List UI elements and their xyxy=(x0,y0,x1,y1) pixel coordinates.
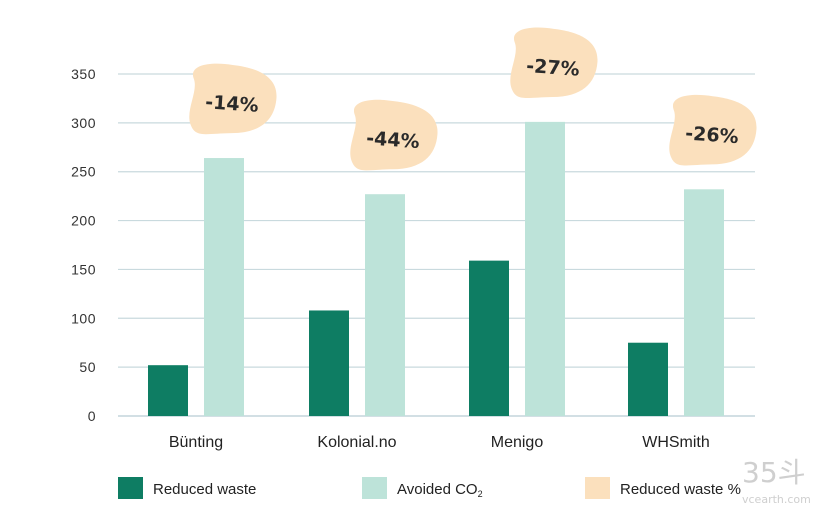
watermark: 35斗 vcearth.com xyxy=(742,456,811,506)
x-category-label: Menigo xyxy=(491,434,544,451)
y-axis-ticks: 0 50 100 150 200 250 300 350 xyxy=(71,66,96,424)
legend: Reduced waste Avoided CO2 Reduced waste … xyxy=(118,477,741,499)
y-tick-label: 300 xyxy=(71,115,96,131)
percent-bubble-shape xyxy=(669,94,757,166)
y-tick-label: 100 xyxy=(71,310,96,326)
bars xyxy=(148,121,724,416)
bar-reduced-waste xyxy=(628,342,668,416)
x-category-label: Kolonial.no xyxy=(317,434,396,451)
percent-bubble-label: -14% xyxy=(205,91,260,117)
x-category-label: WHSmith xyxy=(642,434,710,451)
y-tick-label: 150 xyxy=(71,261,96,277)
legend-label-reduced-waste: Reduced waste xyxy=(153,481,256,498)
bar-reduced-waste xyxy=(309,310,349,416)
x-category-label: Bünting xyxy=(169,434,223,451)
bar-avoided-co2 xyxy=(525,121,565,416)
bar-reduced-waste xyxy=(148,365,188,416)
bar-avoided-co2 xyxy=(365,194,405,416)
percent-bubble: -27% xyxy=(510,27,598,98)
percent-bubble-label: -26% xyxy=(685,122,740,148)
percent-bubble-shape xyxy=(189,63,277,135)
x-axis-labels: Bünting Kolonial.no Menigo WHSmith xyxy=(169,434,710,451)
legend-label-avoided-co2-sub: 2 xyxy=(478,489,483,499)
percent-bubble: -14% xyxy=(189,63,277,135)
legend-label-avoided-co2-main: Avoided CO xyxy=(397,481,478,498)
percent-bubbles: -14% -44% -27% -26% xyxy=(189,27,757,171)
bar-avoided-co2 xyxy=(204,158,244,416)
y-tick-label: 0 xyxy=(88,408,96,424)
legend-label-avoided-co2: Avoided CO2 xyxy=(397,481,483,499)
legend-swatch-reduced-waste xyxy=(118,477,143,499)
percent-bubble: -26% xyxy=(669,94,757,166)
bar-reduced-waste xyxy=(469,260,509,416)
y-tick-label: 250 xyxy=(71,164,96,180)
y-tick-label: 50 xyxy=(79,359,96,375)
percent-bubble-label: -27% xyxy=(526,55,581,81)
y-tick-label: 200 xyxy=(71,213,96,229)
percent-bubble-label: -44% xyxy=(366,127,421,153)
percent-bubble-shape xyxy=(350,99,438,171)
legend-label-reduced-waste-percent: Reduced waste % xyxy=(620,481,741,498)
watermark-url: vcearth.com xyxy=(742,493,811,506)
percent-bubble: -44% xyxy=(350,99,438,171)
percent-bubble-shape xyxy=(510,27,598,98)
bar-avoided-co2 xyxy=(684,189,724,416)
watermark-logo: 35斗 xyxy=(742,456,806,489)
legend-swatch-reduced-waste-percent xyxy=(585,477,610,499)
legend-swatch-avoided-co2 xyxy=(362,477,387,499)
y-tick-label: 350 xyxy=(71,66,96,82)
